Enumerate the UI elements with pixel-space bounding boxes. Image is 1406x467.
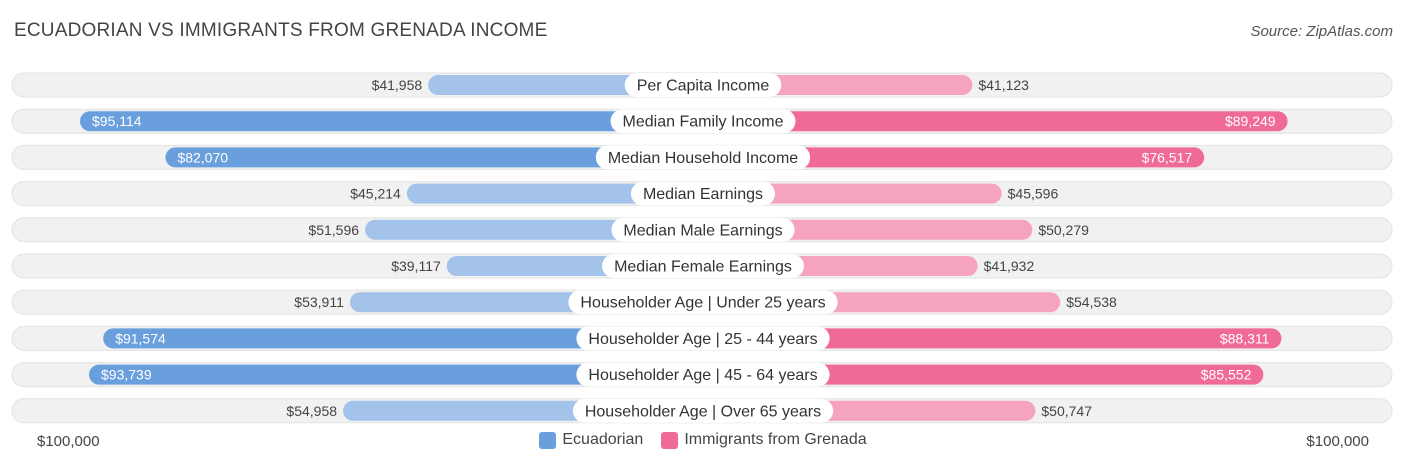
diverging-bar-chart: $41,958 $41,123 Per Capita Income $95,114 $8… — [11, 72, 1393, 424]
value-label-ecuadorian: $53,911 — [294, 294, 344, 310]
category-label: Per Capita Income — [637, 78, 770, 95]
bar-grenada — [703, 147, 1205, 168]
category-pill — [611, 217, 795, 242]
category-pill — [610, 109, 796, 134]
category-label: Median Female Earnings — [614, 259, 792, 276]
value-label-grenada: $85,552 — [1201, 367, 1252, 383]
legend-item-grenada: Immigrants from Grenada — [661, 431, 867, 449]
value-label-grenada: $89,249 — [1225, 113, 1276, 129]
bar-ecuadorian — [89, 364, 704, 385]
value-label-ecuadorian: $41,958 — [372, 77, 423, 93]
value-label-ecuadorian: $39,117 — [391, 258, 441, 274]
chart-title: ECUADORIAN VS IMMIGRANTS FROM GRENADA IN… — [14, 20, 548, 41]
category-label: Householder Age | Under 25 years — [580, 295, 825, 312]
category-pill — [624, 73, 782, 97]
category-pill — [602, 254, 804, 278]
bar-ecuadorian — [406, 183, 703, 204]
source-note: Source: ZipAtlas.com — [1250, 23, 1393, 40]
bar-grenada — [703, 328, 1282, 349]
category-pill — [568, 290, 838, 315]
value-label-grenada: $54,538 — [1066, 294, 1117, 310]
legend-label-grenada: Immigrants from Grenada — [684, 431, 867, 448]
value-label-ecuadorian: $51,596 — [308, 222, 359, 238]
category-label: Median Male Earnings — [623, 222, 782, 239]
category-pill — [576, 362, 830, 387]
category-pill — [576, 326, 830, 351]
legend-swatch-ecuadorian — [539, 431, 557, 449]
legend-swatch-grenada — [661, 431, 679, 449]
category-label: Householder Age | 45 - 64 years — [588, 367, 817, 384]
axis-left-label: $100,000 — [37, 433, 100, 450]
bar-ecuadorian — [103, 328, 703, 349]
value-label-ecuadorian: $45,214 — [350, 186, 401, 202]
category-label: Median Earnings — [643, 186, 763, 203]
bar-grenada — [703, 183, 1002, 204]
value-label-ecuadorian: $82,070 — [177, 149, 228, 165]
bar-grenada — [703, 111, 1288, 132]
value-label-grenada: $88,311 — [1220, 330, 1270, 346]
value-label-ecuadorian: $54,958 — [286, 403, 337, 419]
value-label-grenada: $45,596 — [1008, 186, 1059, 202]
value-label-grenada: $50,747 — [1041, 403, 1092, 419]
bar-grenada — [703, 364, 1264, 385]
category-label: Householder Age | 25 - 44 years — [588, 331, 817, 348]
category-label: Median Household Income — [608, 150, 798, 167]
category-pill — [630, 181, 776, 206]
value-label-grenada: $41,123 — [978, 77, 1029, 93]
legend: Ecuadorian Immigrants from Grenada — [0, 431, 1406, 449]
category-pill — [572, 398, 834, 423]
legend-item-ecuadorian: Ecuadorian — [539, 431, 643, 449]
value-label-grenada: $50,279 — [1038, 222, 1089, 238]
value-label-grenada: $41,932 — [984, 258, 1035, 274]
bar-ecuadorian — [80, 111, 704, 132]
category-label: Householder Age | Over 65 years — [585, 403, 821, 420]
value-label-ecuadorian: $93,739 — [101, 367, 152, 383]
value-label-grenada: $76,517 — [1142, 149, 1193, 165]
legend-label-ecuadorian: Ecuadorian — [562, 431, 644, 448]
bar-ecuadorian — [165, 147, 703, 168]
value-label-ecuadorian: $91,574 — [115, 330, 166, 346]
axis-right-label: $100,000 — [1306, 433, 1369, 450]
category-label: Median Family Income — [623, 114, 784, 131]
value-label-ecuadorian: $95,114 — [92, 113, 142, 129]
category-pill — [595, 145, 811, 170]
